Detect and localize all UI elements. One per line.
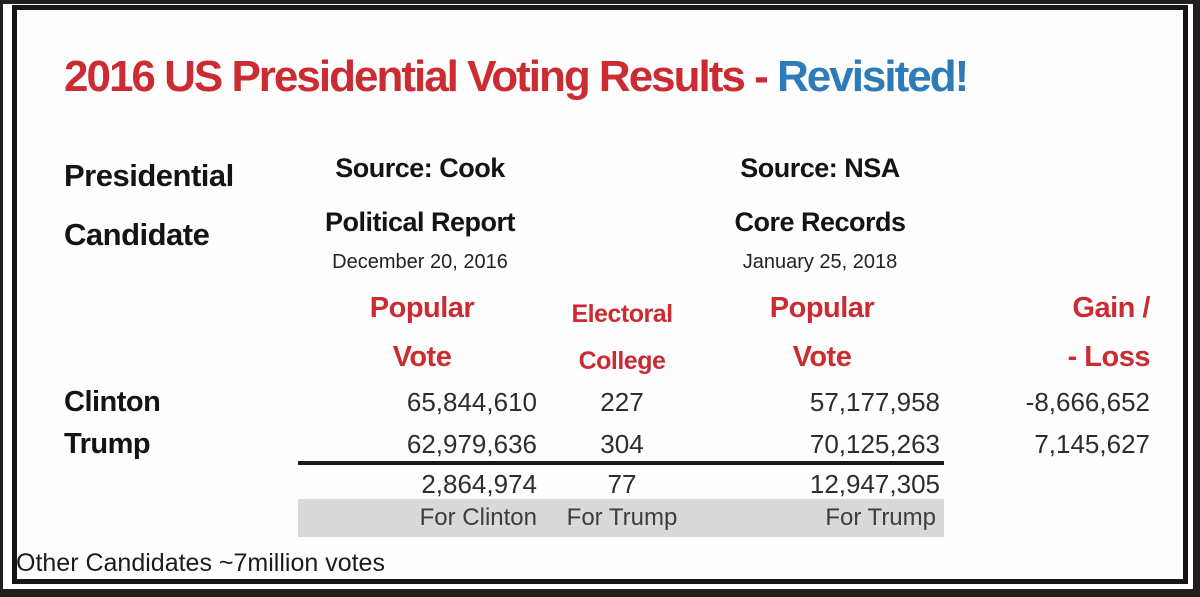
title-separator: - [743,52,777,101]
page-title: 2016 US Presidential Voting Results - Re… [64,52,969,102]
header-line: Vote [392,341,452,373]
trump-gain-loss: 7,145,627 [1034,429,1150,459]
column-header-electoral-college: Electoral College [552,291,692,385]
trump-electoral-college: 304 [600,429,644,459]
winner-nsa-popular-vote: For Trump [825,504,936,531]
footnote-other-candidates: Other Candidates ~7million votes [16,549,385,577]
title-highlight: Revisited! [776,52,969,101]
winner-highlight-band [298,499,944,537]
column-header-nsa-popular-vote: Popular Vote [722,284,922,382]
candidate-name: Clinton [64,386,161,418]
winner-cook-popular-vote: For Clinton [419,504,537,531]
clinton-cook-popular-vote: 65,844,610 [406,387,537,417]
clinton-gain-loss: -8,666,652 [1025,387,1150,417]
header-line: College [578,347,666,375]
source-nsa-block: Source: NSA Core Records January 25, 201… [670,141,970,274]
title-main: 2016 US Presidential Voting Results [64,52,746,101]
clinton-electoral-college: 227 [600,387,644,417]
table-row-trump: Trump 62,979,636 304 70,125,263 7,145,62… [0,424,1200,464]
source-nsa-line2: Core Records [734,207,906,237]
header-line: Vote [792,341,852,373]
difference-nsa-popular-vote: 12,947,305 [809,469,940,499]
header-line: Popular [769,292,875,324]
source-cook-name: Source: Cook Political Report [270,141,570,249]
difference-electoral-college: 77 [607,469,637,499]
outer-border-box [12,5,1188,584]
source-cook-date: December 20, 2016 [332,251,508,273]
column-header-cook-popular-vote: Popular Vote [322,284,522,382]
trump-nsa-popular-vote: 70,125,263 [809,429,940,459]
header-line: Popular [369,292,475,324]
source-cook-block: Source: Cook Political Report December 2… [270,141,570,274]
totals-divider-line [298,461,944,465]
winner-electoral-college: For Trump [566,504,678,531]
clinton-nsa-popular-vote: 57,177,958 [809,387,940,417]
table-row-difference: 2,864,974 77 12,947,305 [0,468,1200,500]
source-nsa-name: Source: NSA Core Records [670,141,970,249]
source-nsa-line1: Source: NSA [740,153,900,183]
column-header-gain-loss: Gain / - Loss [950,284,1151,382]
difference-cook-popular-vote: 2,864,974 [421,469,537,499]
header-line: Electoral [571,300,673,328]
row-header-line2: Candidate [64,217,210,252]
row-header-candidate: Presidential Candidate [64,146,234,264]
trump-cook-popular-vote: 62,979,636 [406,429,537,459]
source-cook-line1: Source: Cook [335,153,505,183]
header-line: - Loss [1067,341,1151,373]
header-line: Gain / [1072,292,1150,324]
candidate-name: Trump [64,428,151,460]
row-header-line1: Presidential [64,158,234,193]
source-cook-line2: Political Report [324,207,516,237]
source-nsa-date: January 25, 2018 [742,251,898,273]
table-row-clinton: Clinton 65,844,610 227 57,177,958 -8,666… [0,382,1200,422]
